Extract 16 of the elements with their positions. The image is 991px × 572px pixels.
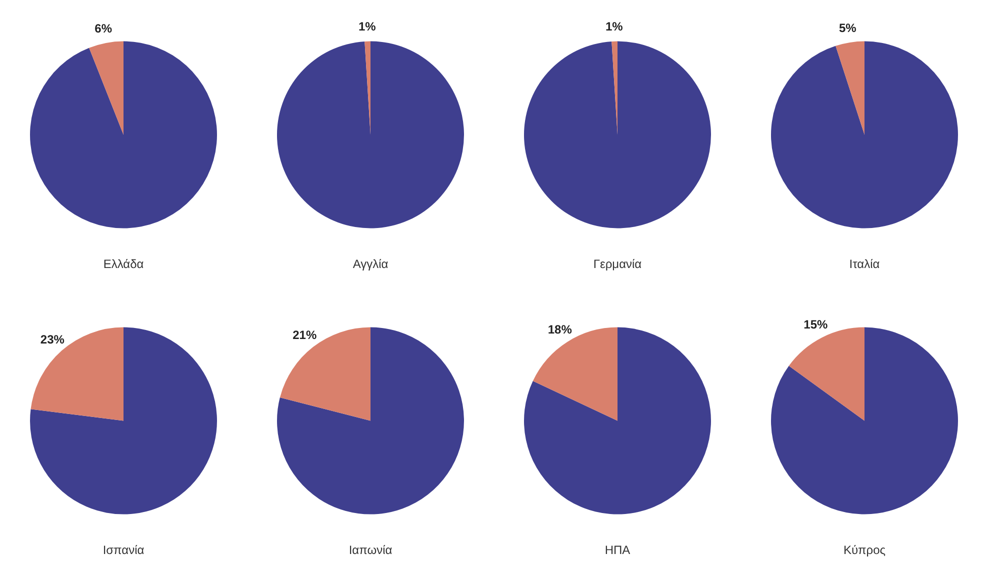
data-label: 23% (40, 332, 65, 346)
data-label: 21% (292, 328, 317, 342)
data-label: 1% (605, 20, 624, 34)
data-label: 15% (804, 317, 828, 332)
text: Αγγλία (352, 257, 388, 272)
text: Γερμανία (593, 257, 642, 272)
text: ΗΠΑ (604, 543, 630, 558)
text: Ελλάδα (103, 257, 144, 272)
data-label: 5% (839, 20, 857, 35)
text: Ισπανία (102, 543, 144, 558)
data-label: 18% (548, 322, 572, 336)
text: Κύπρος (843, 543, 886, 558)
text: Ιταλία (849, 257, 880, 272)
text: Ιαπωνία (348, 543, 392, 558)
data-label: 1% (358, 20, 376, 34)
data-label: 6% (94, 22, 112, 36)
